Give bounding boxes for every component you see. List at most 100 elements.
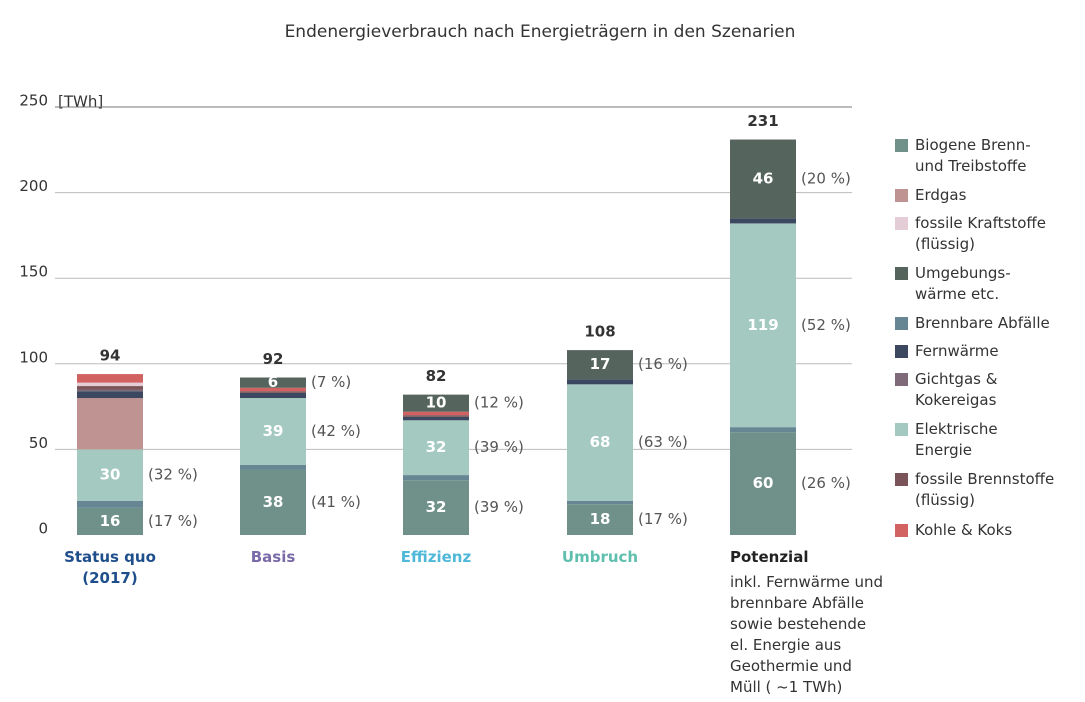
share-label: (41 %) xyxy=(311,493,361,511)
legend-label: Brennbare Abfälle xyxy=(915,314,1050,332)
bar-segment xyxy=(403,394,469,412)
category-label: Effizienz xyxy=(400,548,472,566)
bar-segment xyxy=(240,392,306,399)
share-label: (26 %) xyxy=(801,474,851,492)
category-label: Umbruch xyxy=(561,548,639,566)
total-label: 108 xyxy=(584,323,615,341)
value-label: 39 xyxy=(263,422,284,440)
share-label: (63 %) xyxy=(638,433,688,451)
share-label: (17 %) xyxy=(638,510,688,528)
share-label: (52 %) xyxy=(801,316,851,334)
y-tick-label: 0 xyxy=(38,520,48,538)
value-label: 119 xyxy=(747,316,778,334)
bar-segment xyxy=(403,420,469,476)
legend-label: Gichtgas & Kokereigas xyxy=(915,370,998,409)
bar-segment xyxy=(567,500,633,505)
value-label: 30 xyxy=(100,466,121,484)
legend-swatch xyxy=(895,217,908,230)
legend-label: Elektrische Energie xyxy=(915,420,998,459)
legend-swatch xyxy=(895,524,908,537)
legend-label: Kohle & Koks xyxy=(915,521,1013,539)
bar-segment xyxy=(77,391,143,399)
legend-swatch xyxy=(895,139,908,152)
legend-swatch xyxy=(895,345,908,358)
legend-label: Fernwärme xyxy=(915,342,999,360)
bar-segment xyxy=(403,411,469,416)
bar-segment xyxy=(240,387,306,392)
y-tick-label: 50 xyxy=(29,434,48,452)
value-label: 32 xyxy=(426,438,447,456)
legend-label: Erdgas xyxy=(915,186,967,204)
bar-segment xyxy=(730,139,796,219)
y-tick-label: 100 xyxy=(19,348,48,366)
legend-label: Umgebungs- wärme etc. xyxy=(915,264,1011,303)
y-tick-label: 150 xyxy=(19,263,48,281)
value-label: 16 xyxy=(100,512,121,530)
bar-segment xyxy=(77,386,143,390)
legend-label: fossile Kraftstoffe (flüssig) xyxy=(915,214,1046,253)
share-label: (32 %) xyxy=(148,466,198,484)
bar-segment xyxy=(77,507,143,535)
category-label: Status quo (2017) xyxy=(64,548,156,587)
category-label: Potenzial xyxy=(730,548,809,566)
value-label: 32 xyxy=(426,498,447,516)
total-label: 82 xyxy=(426,367,447,385)
legend-swatch xyxy=(895,317,908,330)
legend-swatch xyxy=(895,267,908,280)
y-tick-label: 200 xyxy=(19,177,48,195)
value-label: 10 xyxy=(426,394,447,412)
bar-segment xyxy=(403,475,469,481)
bar-segment xyxy=(240,469,306,535)
y-unit: [TWh] xyxy=(58,93,103,111)
share-label: (39 %) xyxy=(474,438,524,456)
bar-segment xyxy=(77,449,143,501)
bar-segment xyxy=(77,374,143,383)
share-label: (7 %) xyxy=(311,373,351,391)
value-label: 60 xyxy=(753,474,774,492)
value-label: 38 xyxy=(263,493,284,511)
bar-segment xyxy=(567,350,633,380)
value-label: 18 xyxy=(590,510,611,528)
bar-segment xyxy=(567,384,633,501)
value-label: 6 xyxy=(268,373,278,391)
value-label: 68 xyxy=(590,433,611,451)
share-label: (17 %) xyxy=(148,512,198,530)
bar-segment xyxy=(77,398,143,450)
share-label: (16 %) xyxy=(638,355,688,373)
value-label: 17 xyxy=(590,355,611,373)
chart-title: Endenergieverbrauch nach Energieträgern … xyxy=(285,22,796,42)
bar-segment xyxy=(730,427,796,433)
bar-segment xyxy=(240,391,306,393)
category-label: Basis xyxy=(250,548,296,566)
legend-swatch xyxy=(895,189,908,202)
total-label: 231 xyxy=(747,112,778,130)
bar-segment xyxy=(403,415,469,417)
legend-swatch xyxy=(895,473,908,486)
legend-swatch xyxy=(895,423,908,436)
bar-segment xyxy=(240,398,306,465)
value-label: 46 xyxy=(753,169,774,187)
share-label: (12 %) xyxy=(474,394,524,412)
y-tick-label: 250 xyxy=(19,92,48,110)
legend-label: fossile Brennstoffe (flüssig) xyxy=(915,470,1055,509)
bar-segment xyxy=(77,382,143,387)
total-label: 92 xyxy=(263,350,284,368)
bar-segment xyxy=(730,432,796,535)
category-note: inkl. Fernwärme und brennbare Abfälle so… xyxy=(730,573,884,696)
bar-segment xyxy=(77,500,143,508)
bar-segment xyxy=(567,504,633,535)
legend-label: Biogene Brenn- und Treibstoffe xyxy=(915,136,1031,175)
bar-segment xyxy=(240,377,306,388)
share-label: (42 %) xyxy=(311,422,361,440)
total-label: 94 xyxy=(100,347,121,365)
legend-swatch xyxy=(895,373,908,386)
bar-segment xyxy=(567,379,633,385)
share-label: (20 %) xyxy=(801,169,851,187)
bar-segment xyxy=(730,223,796,428)
bar-segment xyxy=(730,218,796,224)
bar-segment xyxy=(403,480,469,535)
bar-segment xyxy=(77,389,143,392)
bar-segment xyxy=(240,464,306,470)
